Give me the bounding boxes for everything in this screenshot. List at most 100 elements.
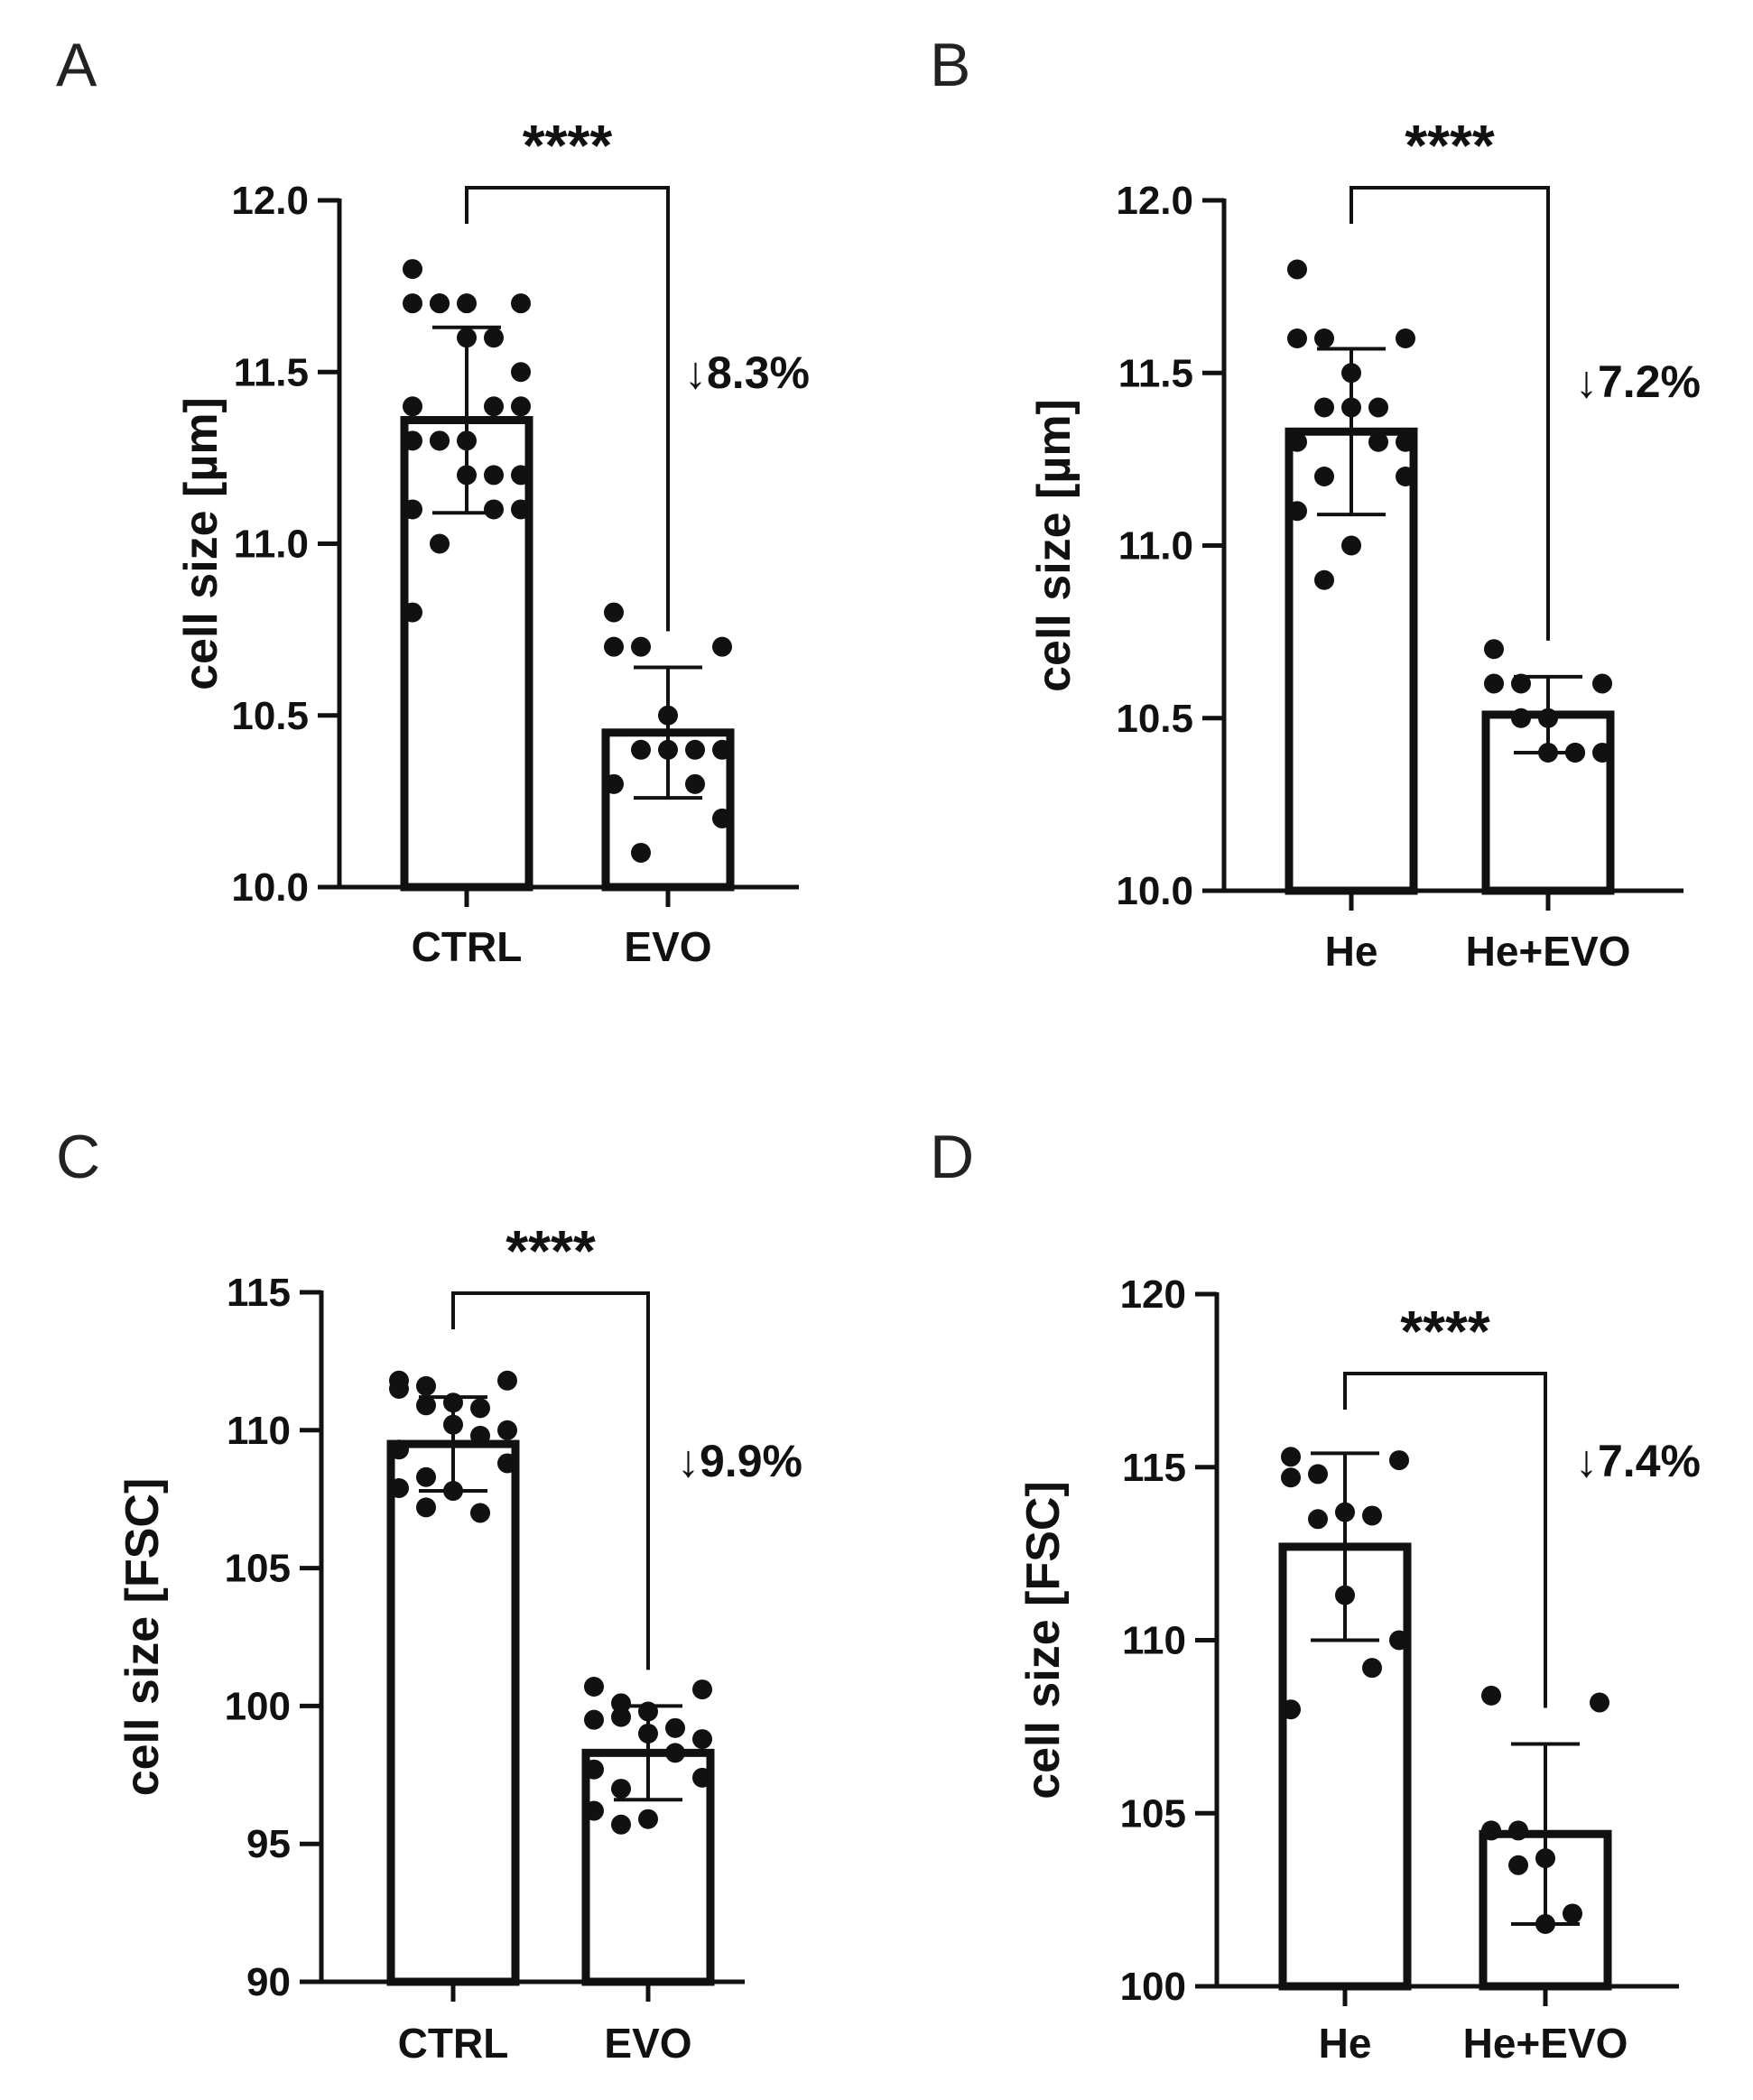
panel-a-data-point — [430, 430, 450, 451]
panel-d-data-point — [1590, 1692, 1609, 1713]
panel-d-data-point — [1308, 1464, 1328, 1485]
panel-b-letter: B — [930, 31, 970, 99]
panel-a-data-point — [604, 773, 624, 794]
panel-c-data-point — [416, 1497, 436, 1518]
panel-a-data-point — [403, 499, 422, 520]
panel-a-data-point — [457, 293, 477, 314]
panel-d-data-point — [1563, 1903, 1582, 1924]
panel-b-data-point — [1511, 708, 1531, 728]
panel-c-data-point — [389, 1378, 409, 1399]
panel-d-y-tick-label: 105 — [1120, 1791, 1186, 1836]
panel-a-data-point — [685, 739, 705, 760]
panel-b-data-point — [1287, 501, 1307, 522]
panel-b-data-point — [1341, 535, 1361, 556]
panel-d-data-point — [1362, 1658, 1382, 1679]
panel-c-data-point — [497, 1370, 517, 1391]
panel-b-data-point — [1484, 673, 1504, 694]
panel-a-category-label: EVO — [624, 923, 711, 970]
panel-b-data-point — [1396, 467, 1415, 486]
panel-a-data-point — [511, 293, 531, 314]
panel-a-data-point — [403, 396, 422, 417]
panel-b-significance-bracket — [1350, 186, 1550, 641]
panel-c-data-point — [692, 1729, 712, 1750]
panel-d-y-axis-label: cell size [FSC] — [1017, 1481, 1070, 1799]
panel-b-data-point — [1592, 673, 1612, 694]
panel-c-data-point — [497, 1453, 517, 1474]
panel-c-y-tick-label: 115 — [227, 1271, 291, 1315]
panel-c-data-point — [611, 1693, 631, 1714]
panel-a-data-point — [712, 808, 732, 828]
panel-d-y-tick-label: 100 — [1120, 1965, 1186, 2009]
panel-b-significance-stars: **** — [1405, 113, 1495, 178]
panel-b-data-point — [1368, 397, 1388, 418]
panel-d-significance-stars: **** — [1400, 1299, 1490, 1364]
panel-a-data-point — [604, 636, 624, 657]
panel-b-data-point — [1396, 328, 1415, 348]
panel-a-y-tick-label: 11.0 — [234, 523, 309, 567]
panel-c-data-point — [470, 1503, 490, 1523]
panel-c-data-point — [638, 1809, 658, 1829]
panel-c-significance-stars: **** — [505, 1218, 596, 1283]
panel-b-y-tick-label: 10.0 — [1116, 869, 1193, 913]
panel-a-y-axis-label: cell size [µm] — [175, 397, 227, 690]
panel-a-data-point — [484, 396, 504, 417]
panel-a-significance-bracket — [465, 186, 670, 632]
panel-a-data-point — [511, 465, 531, 486]
panel-a-data-point — [511, 362, 531, 383]
panel-c-data-point — [665, 1743, 685, 1763]
panel-b-data-point — [1484, 639, 1504, 660]
panel-d-percent-change: ↓7.4% — [1575, 1436, 1701, 1486]
panel-b-data-point — [1287, 431, 1307, 452]
panel-b-y-tick-label: 11.5 — [1118, 351, 1193, 395]
panel-d-data-point — [1508, 1820, 1528, 1841]
panel-c-category-label: CTRL — [398, 2020, 509, 2067]
panel-b-y-tick-label: 11.0 — [1118, 524, 1193, 569]
panel-b-data-point — [1314, 328, 1334, 348]
panel-d-y-tick-label: 110 — [1122, 1619, 1186, 1663]
panel-b-data-point — [1511, 673, 1531, 694]
panel-a-data-point — [403, 602, 422, 623]
panel-a-data-point — [631, 636, 651, 657]
panel-c-data-point — [470, 1398, 490, 1419]
panel-c-y-tick-label: 95 — [246, 1822, 291, 1866]
panel-b-data-point — [1287, 328, 1307, 348]
panel-c-data-point — [470, 1425, 490, 1446]
panel-b-y-axis-label: cell size [µm] — [1028, 399, 1081, 692]
panel-c-data-point — [389, 1477, 409, 1498]
panel-a-data-point — [403, 259, 422, 280]
panel-a-y-tick-label: 10.0 — [231, 865, 309, 910]
panel-b-data-point — [1287, 259, 1307, 280]
panel-c-significance-bracket — [451, 1291, 650, 1670]
panel-d-letter: D — [930, 1123, 974, 1191]
panel-d-data-point — [1389, 1450, 1409, 1471]
panel-c-y-axis-label: cell size [FSC] — [116, 1478, 169, 1797]
panel-d-data-point — [1508, 1855, 1528, 1875]
panel-d-data-point — [1389, 1630, 1409, 1651]
panel-c-data-point — [611, 1779, 631, 1799]
panel-a-data-point — [712, 739, 732, 760]
panel-b-data-point — [1314, 569, 1334, 590]
panel-a-y-tick-label: 11.5 — [234, 350, 309, 394]
panel-c-data-point — [416, 1466, 436, 1487]
panel-d-data-point — [1481, 1820, 1501, 1841]
panel-b-data-point — [1314, 397, 1334, 418]
panel-c-data-point — [389, 1439, 409, 1460]
panel-a-percent-change: ↓8.3% — [684, 347, 810, 398]
panel-d-category-label: He+EVO — [1463, 2020, 1628, 2067]
panel-c-data-point — [497, 1420, 517, 1440]
panel-d-data-point — [1362, 1505, 1382, 1526]
panel-c-y-tick-label: 110 — [227, 1409, 291, 1453]
panel-b-data-point — [1396, 431, 1415, 452]
panel-c-data-point — [692, 1679, 712, 1700]
panel-c-data-point — [584, 1800, 604, 1821]
panel-c-data-point — [611, 1814, 631, 1835]
panel-b-data-point — [1368, 431, 1388, 452]
panel-a-data-point — [511, 396, 531, 417]
panel-c-data-point — [584, 1677, 604, 1698]
panel-a-data-point — [484, 328, 504, 348]
panel-b-data-point — [1592, 743, 1612, 763]
